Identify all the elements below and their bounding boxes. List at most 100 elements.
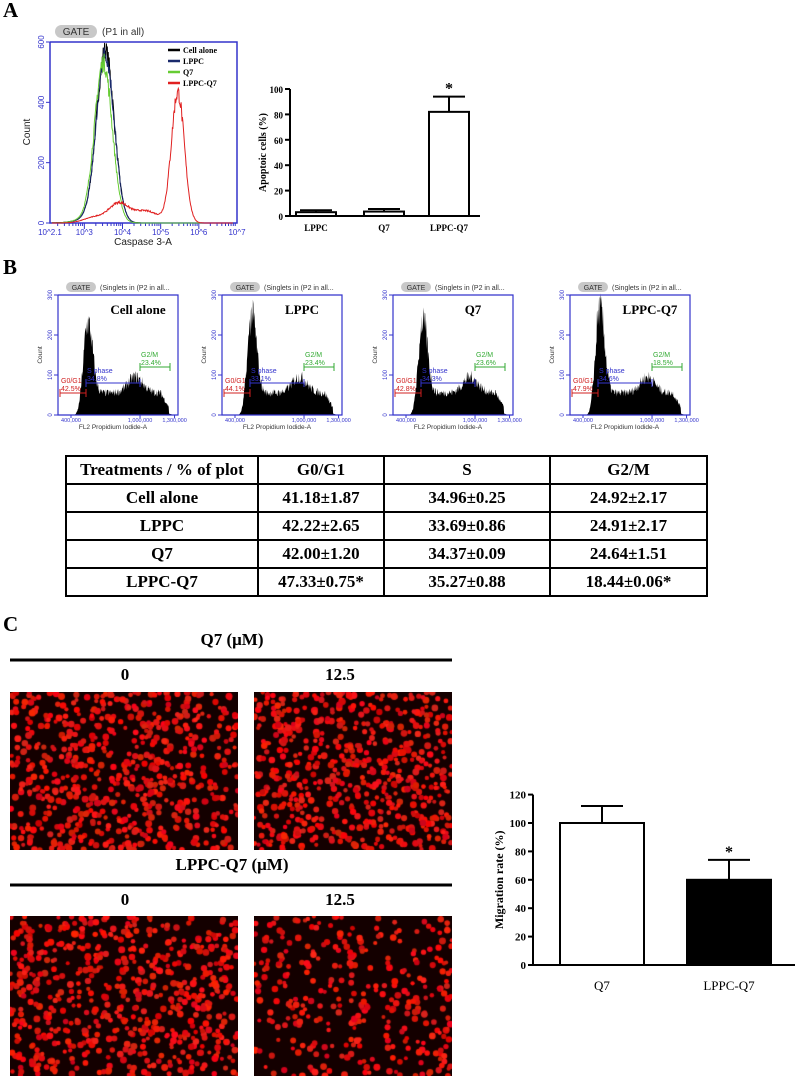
x-tick-label: LPPC-Q7 [430,223,468,233]
x-tick-label: Q7 [378,223,390,233]
table-header: G2/M [549,455,708,485]
x-axis-label: Caspase 3-A [114,237,172,248]
s-phase-gate-label: S phase [251,368,277,375]
table-cell: 24.92±2.17 [549,483,708,513]
g0g1-gate-value: 44.1% [225,386,245,393]
legend-entry: LPPC-Q7 [183,79,217,88]
gate-pill [578,282,608,292]
dna-histogram [586,293,686,415]
group-title: Q7 (μM) [201,630,264,649]
table-cell: 42.22±2.65 [257,511,385,541]
x-tick-label: 1,300,000 [326,418,350,424]
g0g1-gate-label: G0/G1 [225,378,246,385]
x-tick-label: 1,300,000 [162,418,186,424]
g2m-gate-label: G2/M [305,352,322,359]
y-tick-label: 0 [37,220,46,225]
x-tick-label: 400,000 [396,418,416,424]
bar-lppc-q7 [686,878,772,966]
panel-title: Cell alone [110,302,165,317]
legend-entry: Q7 [183,68,193,77]
plot-frame [49,41,238,224]
panel-label-c: C [3,612,19,636]
y-tick-label: 0 [279,212,284,222]
x-tick-label: 10^3 [76,228,94,237]
dose-label: 0 [121,665,130,684]
table-row: LPPC-Q7 47.33±0.75* 35.27±0.88 18.44±0.0… [65,567,708,597]
y-tick-label: 0 [560,413,566,417]
table-cell: Cell alone [65,483,259,513]
y-tick-label: 200 [560,329,566,340]
gate-pill-label: GATE [584,285,603,292]
x-tick-label: 10^4 [114,228,132,237]
panel-title: Q7 [465,302,482,317]
y-tick-label: 40 [515,903,527,915]
gate-text: (P1 in all) [102,27,144,38]
g0g1-gate-label: G0/G1 [396,378,417,385]
x-tick-label: 1,000,000 [640,418,664,424]
x-axis-label: FL2 Propidium Iodide-A [79,424,148,431]
x-tick-label: Q7 [594,978,610,993]
dose-label: 12.5 [325,665,355,684]
x-axis-label: FL2 Propidium Iodide-A [243,424,312,431]
table-cell: 24.91±2.17 [549,511,708,541]
bar-lppc-q7 [428,110,470,217]
y-tick-label: 600 [37,35,46,49]
table-cell: LPPC [65,511,259,541]
y-tick-label: 100 [270,85,284,95]
y-tick-label: 100 [383,369,389,380]
s-phase-gate-value: 33.1% [251,376,271,383]
legend-entry: Cell alone [183,46,217,55]
fluorescence-image-q7-0 [10,692,238,850]
panel-label-b: B [3,255,18,279]
y-tick-label: 200 [37,155,46,169]
x-tick-label: 10^2.1 [38,228,62,237]
y-tick-label: 20 [274,187,284,197]
x-tick-label: 10^5 [152,228,170,237]
y-tick-label: 300 [48,289,54,300]
g2m-gate-label: G2/M [653,352,670,359]
y-axis-label: Count [549,346,556,364]
dna-histogram [74,315,174,415]
gate-text: (Singlets in (P2 in all... [435,285,505,292]
x-axis-label: FL2 Propidium Iodide-A [591,424,660,431]
dose-label: 12.5 [325,890,355,909]
cell-cycle-panel-1: GATE (Singlets in (P2 in all... 0 100 200 300… [201,282,351,431]
g2m-gate-label: G2/M [476,352,493,359]
g0g1-gate-value: 42.8% [396,386,416,393]
table-header: Treatments / % of plot [65,455,259,485]
dose-label: 0 [121,890,130,909]
y-tick-label: 100 [510,818,527,830]
table-row: Cell alone 41.18±1.87 34.96±0.25 24.92±2… [65,483,708,513]
fluorescence-image-q7-12.5 [254,692,452,850]
g0g1-gate-label: G0/G1 [573,378,594,385]
legend-entry: LPPC [183,57,204,66]
x-tick-label: 10^6 [190,228,208,237]
table-cell: 42.00±1.20 [257,539,385,569]
bar-q7 [559,822,645,966]
histogram-series-lppc-q7 [51,86,233,224]
gate-pill [401,282,431,292]
g2m-gate-label: G2/M [141,352,158,359]
s-phase-gate-label: S phase [422,368,448,375]
table-header: G0/G1 [257,455,385,485]
gate-pill-label: GATE [236,285,255,292]
dna-histogram [238,299,338,415]
table-header-row: Treatments / % of plot G0/G1 S G2/M [65,455,708,485]
gate-pill-label: GATE [63,27,90,38]
y-tick-label: 100 [560,369,566,380]
table-cell: 34.96±0.25 [383,483,551,513]
g2m-gate-value: 23.4% [305,360,325,367]
table-cell: 35.27±0.88 [383,567,551,597]
y-tick-label: 0 [212,413,218,417]
gate-pill-label: GATE [407,285,426,292]
significance-marker: * [445,81,453,98]
y-tick-label: 40 [274,161,284,171]
y-tick-label: 20 [515,932,527,944]
table-header: S [383,455,551,485]
gate-pill [66,282,96,292]
y-tick-label: 200 [383,329,389,340]
gate-text: (Singlets in (P2 in all... [264,285,334,292]
x-axis-label: FL2 Propidium Iodide-A [414,424,483,431]
x-tick-label: 400,000 [573,418,593,424]
